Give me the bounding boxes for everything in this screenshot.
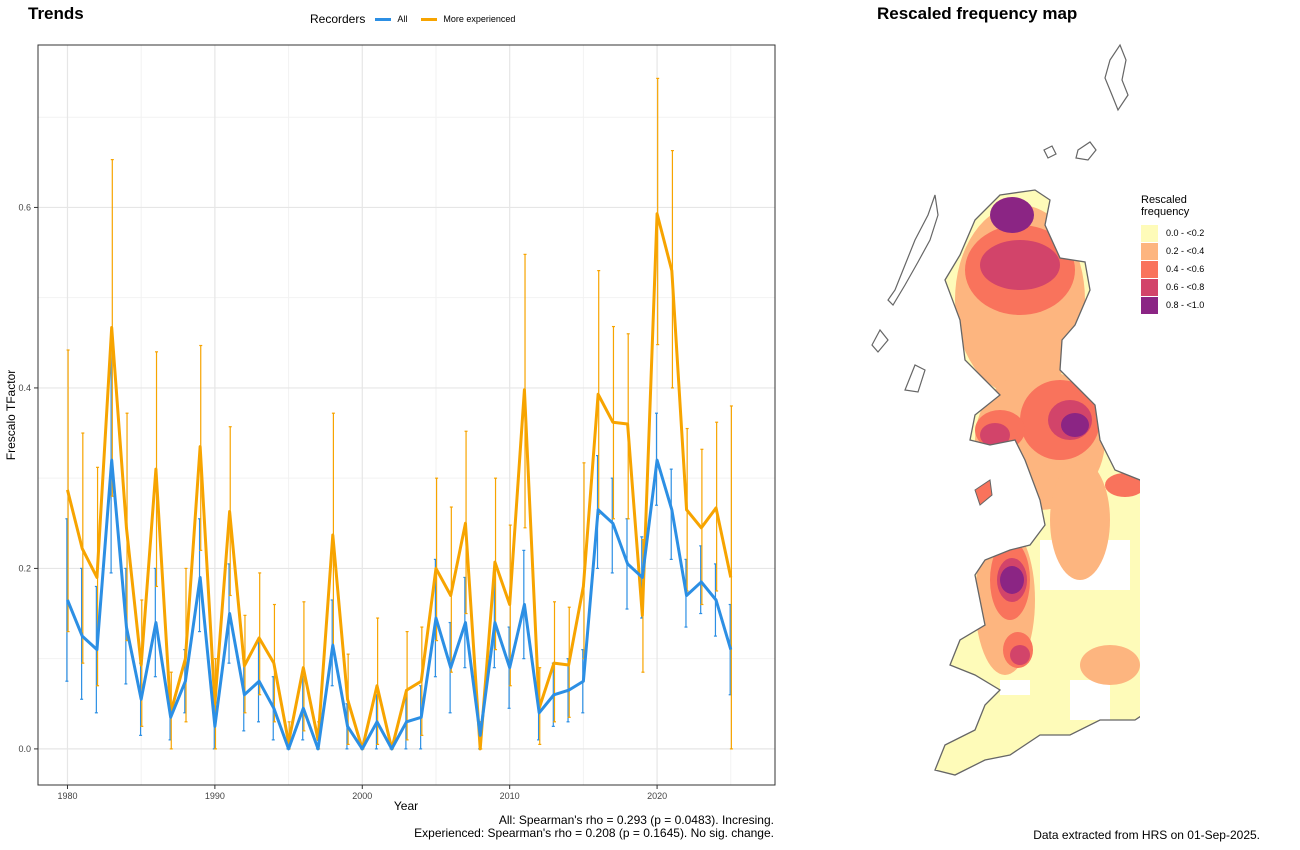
stats-experienced: Experienced: Spearman's rho = 0.208 (p =… [414, 826, 774, 840]
island-outline [871, 328, 889, 353]
map-legend-label: 0.0 - <0.2 [1166, 228, 1205, 238]
error-bar-experienced [656, 77, 660, 346]
great-britain-outline [934, 189, 1140, 776]
data-source-footer: Data extracted from HRS on 01-Sep-2025. [1033, 828, 1260, 842]
y-tick-label: 0.0 [18, 744, 31, 754]
y-axis-label: Frescalo TFactor [4, 370, 18, 460]
legend-swatch-all [375, 17, 392, 21]
shetland-outline [1104, 43, 1129, 112]
map-legend-row: 0.6 - <0.8 [1141, 278, 1204, 296]
map-legend-swatch [1141, 278, 1158, 296]
y-tick-label: 0.6 [18, 202, 31, 212]
isle-of-man [974, 479, 993, 506]
trend-chart: 1980 1990 2000 2010 2020 0.0 0.2 0.4 0.6 Year Fr… [4, 44, 776, 813]
legend-label-all: All [397, 14, 408, 24]
map-legend: Rescaled frequency 0.0 - <0.2 0.2 - <0.4… [1141, 194, 1204, 314]
map-legend-swatch [1141, 224, 1158, 242]
map-legend-row: 0.0 - <0.2 [1141, 224, 1204, 242]
map-legend-swatch [1141, 242, 1158, 260]
error-bar-experienced [258, 572, 262, 696]
orkney-islet-outline [1043, 145, 1057, 159]
trend-statistics: All: Spearman's rho = 0.293 (p = 0.0483)… [414, 814, 774, 840]
trends-title: Trends [28, 4, 84, 23]
map-legend-title-line1: Rescaled [1141, 194, 1187, 206]
map-legend-swatch [1141, 296, 1158, 314]
series-line-all [66, 458, 733, 751]
map-legend-row: 0.4 - <0.6 [1141, 260, 1204, 278]
x-tick-label: 2020 [647, 791, 667, 801]
error-bar-experienced [435, 477, 439, 642]
frequency-raster [935, 190, 1140, 775]
y-tick-label: 0.4 [18, 383, 31, 393]
map-legend-label: 0.4 - <0.6 [1166, 264, 1205, 274]
stats-all: All: Spearman's rho = 0.293 (p = 0.0483)… [498, 813, 774, 827]
x-tick-label: 1990 [205, 791, 225, 801]
orkney-outline [1075, 141, 1097, 161]
frequency-map [871, 43, 1140, 776]
series-line-experienced [66, 212, 733, 751]
map-legend-row: 0.8 - <1.0 [1141, 296, 1204, 314]
chart-legend: Recorders All More experienced [310, 12, 525, 26]
map-legend-label: 0.6 - <0.8 [1166, 282, 1205, 292]
western-isles-outline [887, 194, 939, 306]
series-lines [66, 212, 733, 751]
x-tick-label: 2010 [500, 791, 520, 801]
legend-label-experienced: More experienced [443, 14, 516, 24]
map-legend-swatch [1141, 260, 1158, 278]
x-tick-label: 2000 [352, 791, 372, 801]
map-legend-label: 0.2 - <0.4 [1166, 246, 1205, 256]
map-legend-row: 0.2 - <0.4 [1141, 242, 1204, 260]
error-bar-experienced [729, 405, 733, 750]
legend-title: Recorders [310, 12, 366, 26]
map-title: Rescaled frequency map [877, 4, 1078, 23]
map-legend-label: 0.8 - <1.0 [1166, 300, 1205, 310]
chart-axes: 1980 1990 2000 2010 2020 0.0 0.2 0.4 0.6 [18, 202, 667, 801]
map-legend-title-line2: frequency [1141, 206, 1190, 218]
plot-panel-border [37, 44, 776, 786]
islay-outline [904, 364, 926, 393]
legend-swatch-experienced [421, 17, 438, 21]
x-axis-label: Year [394, 799, 418, 813]
x-tick-label: 1980 [57, 791, 77, 801]
y-tick-label: 0.2 [18, 563, 31, 573]
